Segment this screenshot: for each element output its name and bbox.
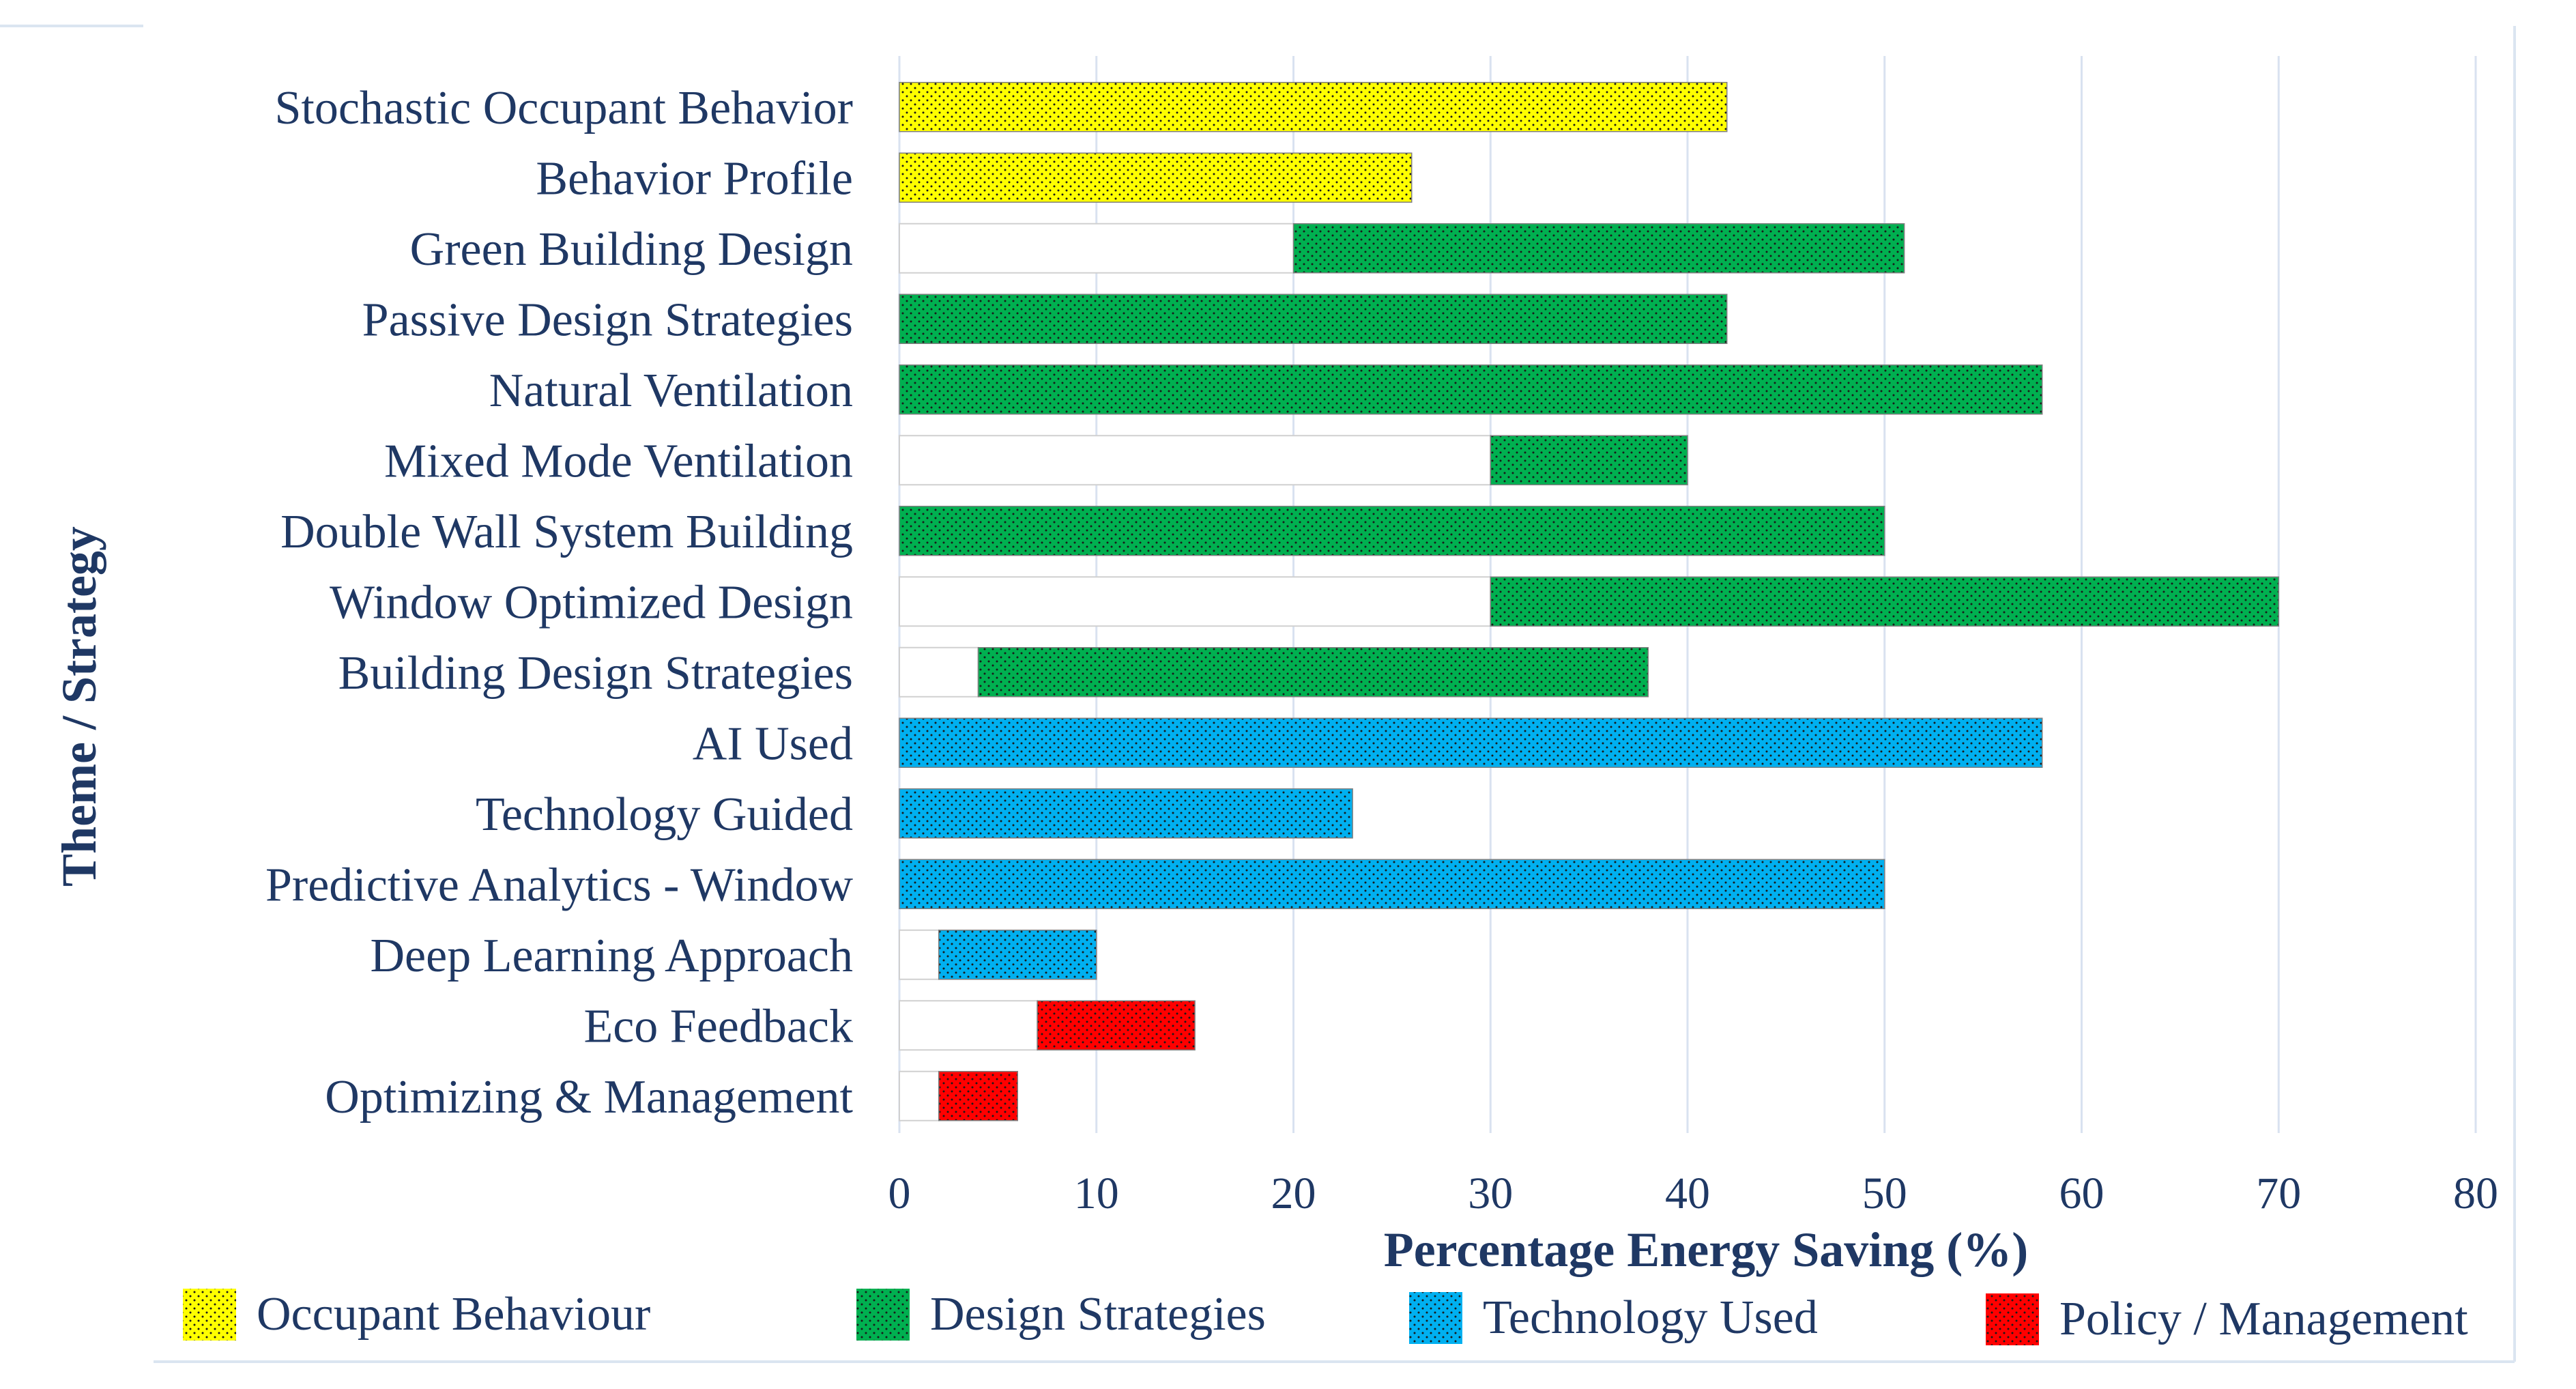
category-labels: Stochastic Occupant Behavior Behavior Pro… xyxy=(265,82,854,1123)
legend: Occupant Behaviour Design Strategies Techn… xyxy=(183,1288,2468,1345)
x-tick-label: 20 xyxy=(1271,1169,1316,1218)
x-tick-label: 0 xyxy=(888,1169,911,1218)
x-axis-title: Percentage Energy Saving (%) xyxy=(1384,1222,2029,1277)
bar xyxy=(899,152,1413,203)
x-tick-label: 80 xyxy=(2453,1169,2498,1218)
y-axis-title: Theme / Strategy xyxy=(52,526,106,887)
x-tick-label: 30 xyxy=(1468,1169,1513,1218)
bar xyxy=(899,293,1728,344)
bar xyxy=(899,788,1353,839)
bar xyxy=(899,364,2043,415)
bar-offset-segment xyxy=(899,435,1492,486)
bar-offset-segment xyxy=(899,646,979,698)
category-label: Eco Feedback xyxy=(583,1000,853,1053)
legend-label: Policy / Management xyxy=(2059,1293,2468,1345)
legend-swatch xyxy=(183,1289,236,1341)
category-label: Green Building Design xyxy=(410,223,853,276)
x-tick-label: 70 xyxy=(2256,1169,2301,1218)
legend-swatch xyxy=(1409,1292,1462,1344)
category-label: Deep Learning Approach xyxy=(371,930,854,982)
legend-swatch xyxy=(856,1289,910,1341)
bar xyxy=(1292,223,1905,274)
bar xyxy=(899,82,1728,132)
bar xyxy=(899,859,1885,909)
legend-label: Technology Used xyxy=(1483,1291,1818,1344)
x-tick-labels: 0 10 20 30 40 50 60 70 80 xyxy=(888,1169,2499,1218)
x-tick-label: 10 xyxy=(1074,1169,1119,1218)
x-tick-label: 50 xyxy=(1862,1169,1907,1218)
bar-offset-segment xyxy=(899,576,1492,627)
x-tick-label: 60 xyxy=(2059,1169,2104,1218)
category-label: Passive Design Strategies xyxy=(362,293,853,346)
category-label: Mixed Mode Ventilation xyxy=(384,435,853,487)
bar xyxy=(938,930,1097,980)
bar xyxy=(899,717,2043,768)
bar xyxy=(938,1071,1018,1121)
bar xyxy=(899,506,1885,556)
category-label: Stochastic Occupant Behavior xyxy=(274,82,853,134)
category-label: Optimizing & Management xyxy=(325,1071,853,1123)
category-label: Natural Ventilation xyxy=(489,364,853,417)
category-label: Technology Guided xyxy=(476,788,853,841)
legend-label: Occupant Behaviour xyxy=(257,1288,650,1341)
bar xyxy=(1490,576,2279,627)
bar xyxy=(1037,1000,1196,1050)
x-tick-label: 40 xyxy=(1665,1169,1710,1218)
category-label: AI Used xyxy=(693,717,853,770)
legend-label: Design Strategies xyxy=(930,1288,1266,1341)
bar-offset-segment xyxy=(899,1070,940,1121)
category-label: Predictive Analytics - Window xyxy=(265,859,853,911)
bar-offset-segment xyxy=(899,929,940,980)
category-label: Building Design Strategies xyxy=(338,647,853,700)
bar xyxy=(977,647,1649,698)
legend-swatch xyxy=(1986,1293,2039,1345)
bar-offset-segment xyxy=(899,223,1294,274)
bar-offset-segment xyxy=(899,1000,1039,1051)
bars xyxy=(899,82,2279,1121)
bar xyxy=(1490,435,1688,485)
category-label: Behavior Profile xyxy=(536,152,853,205)
category-label: Double Wall System Building xyxy=(280,506,853,558)
category-label: Window Optimized Design xyxy=(330,576,853,629)
